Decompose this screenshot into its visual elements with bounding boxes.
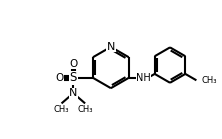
Text: CH₃: CH₃ xyxy=(77,105,93,114)
Text: N: N xyxy=(107,42,115,52)
Text: CH₃: CH₃ xyxy=(54,105,69,114)
Text: CH₃: CH₃ xyxy=(202,76,217,85)
Text: O: O xyxy=(69,59,77,69)
Text: O: O xyxy=(55,73,63,83)
Text: N: N xyxy=(69,88,77,98)
Text: S: S xyxy=(70,71,77,84)
Text: NH: NH xyxy=(136,73,151,83)
